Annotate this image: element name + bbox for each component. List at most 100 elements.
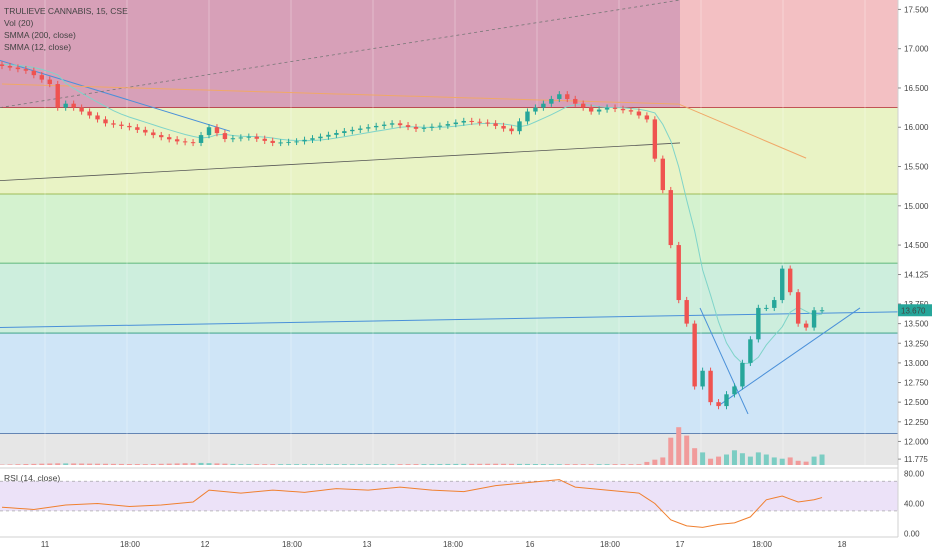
candle-body[interactable]: [350, 129, 355, 132]
candle-body[interactable]: [286, 141, 291, 143]
candle-body[interactable]: [732, 386, 737, 395]
candle-body[interactable]: [549, 98, 554, 104]
candle-body[interactable]: [381, 124, 387, 126]
candle-body[interactable]: [652, 119, 658, 159]
candle-body[interactable]: [756, 307, 761, 340]
candle-body[interactable]: [764, 307, 769, 309]
candle-body[interactable]: [644, 115, 650, 120]
candle-body[interactable]: [461, 120, 466, 123]
candle-body[interactable]: [445, 124, 451, 126]
candle-body[interactable]: [135, 127, 140, 130]
candle-body[interactable]: [71, 103, 76, 108]
candle-body[interactable]: [119, 124, 124, 126]
candle-body[interactable]: [748, 339, 753, 363]
candle-body[interactable]: [111, 123, 116, 125]
candle-body[interactable]: [87, 111, 92, 116]
smma200-legend[interactable]: SMMA (200, close): [4, 30, 76, 40]
candle-body[interactable]: [612, 107, 618, 109]
candle-body[interactable]: [397, 123, 403, 126]
candle-body[interactable]: [533, 107, 538, 112]
candle-body[interactable]: [716, 402, 721, 407]
candle-body[interactable]: [262, 138, 267, 141]
candle-body[interactable]: [588, 107, 594, 112]
candle-body[interactable]: [493, 123, 498, 126]
candle-body[interactable]: [334, 133, 339, 135]
candle-body[interactable]: [174, 139, 180, 142]
candle-body[interactable]: [453, 122, 459, 125]
last-price-tag[interactable]: [898, 304, 932, 317]
candle-body[interactable]: [660, 158, 666, 191]
candles[interactable]: [0, 61, 825, 410]
rsi-line[interactable]: [1, 479, 823, 528]
candle-body[interactable]: [620, 108, 626, 111]
candle-body[interactable]: [222, 133, 228, 140]
candle-body[interactable]: [254, 136, 259, 139]
candle-body[interactable]: [565, 94, 570, 99]
candle-body[interactable]: [373, 125, 379, 128]
candle-body[interactable]: [676, 245, 681, 301]
candle-body[interactable]: [278, 142, 283, 144]
candle-body[interactable]: [79, 107, 84, 112]
candle-body[interactable]: [270, 140, 275, 143]
candle-body[interactable]: [63, 103, 68, 108]
candle-body[interactable]: [421, 127, 427, 129]
vol-legend[interactable]: Vol (20): [4, 18, 34, 28]
candle-body[interactable]: [39, 75, 45, 80]
candle-body[interactable]: [206, 127, 212, 136]
candle-body[interactable]: [198, 135, 204, 143]
time-axis[interactable]: 11 18:00 12 18:00 13 18:00 16 18:00 17 18:00 18: [0, 536, 898, 549]
candle-body[interactable]: [405, 125, 411, 127]
candle-body[interactable]: [684, 300, 689, 324]
candle-body[interactable]: [772, 300, 777, 308]
candle-body[interactable]: [342, 131, 347, 134]
candle-body[interactable]: [628, 110, 634, 112]
candle-body[interactable]: [413, 126, 419, 129]
candle-body[interactable]: [780, 268, 785, 301]
candle-body[interactable]: [596, 109, 602, 112]
candle-body[interactable]: [294, 141, 299, 143]
candle-body[interactable]: [0, 64, 5, 66]
candle-body[interactable]: [159, 135, 164, 138]
candle-body[interactable]: [525, 111, 530, 122]
candle-body[interactable]: [95, 115, 100, 120]
candle-body[interactable]: [477, 121, 482, 123]
candle-body[interactable]: [143, 129, 148, 133]
candle-body[interactable]: [230, 138, 236, 140]
price-axis[interactable]: 17.500 17.000 16.500 16.000 15.500 15.000 14.5…: [897, 0, 932, 550]
candle-body[interactable]: [668, 190, 673, 246]
candle-body[interactable]: [429, 126, 435, 128]
candle-body[interactable]: [31, 70, 37, 76]
candle-body[interactable]: [437, 125, 443, 127]
candle-body[interactable]: [541, 103, 546, 108]
rsi-legend[interactable]: RSI (14, close): [4, 473, 61, 483]
candle-body[interactable]: [318, 136, 323, 139]
candle-body[interactable]: [517, 121, 522, 132]
candle-body[interactable]: [238, 137, 244, 139]
candle-body[interactable]: [246, 136, 252, 138]
rsi-pane[interactable]: [0, 467, 932, 528]
last-price-label[interactable]: 13.670: [901, 306, 926, 315]
candle-body[interactable]: [501, 125, 506, 129]
candle-body[interactable]: [326, 134, 331, 137]
candle-body[interactable]: [692, 323, 697, 387]
candle-body[interactable]: [636, 111, 642, 116]
candle-body[interactable]: [389, 123, 395, 125]
candle-body[interactable]: [310, 138, 315, 140]
candle-body[interactable]: [166, 137, 172, 140]
candle-body[interactable]: [724, 394, 729, 407]
candle-body[interactable]: [182, 141, 188, 143]
candle-body[interactable]: [803, 323, 809, 328]
symbol-title[interactable]: TRULIEVE CANNABIS, 15, CSE: [4, 6, 128, 16]
candle-body[interactable]: [127, 125, 132, 128]
candle-body[interactable]: [302, 139, 307, 142]
candle-body[interactable]: [15, 67, 21, 70]
candle-body[interactable]: [580, 103, 586, 108]
candle-body[interactable]: [604, 107, 610, 110]
candle-body[interactable]: [708, 370, 713, 403]
candle-body[interactable]: [557, 94, 562, 99]
candle-body[interactable]: [485, 122, 490, 124]
candle-body[interactable]: [811, 310, 817, 328]
candle-body[interactable]: [47, 79, 52, 85]
candle-body[interactable]: [214, 127, 220, 134]
candle-body[interactable]: [795, 292, 801, 324]
